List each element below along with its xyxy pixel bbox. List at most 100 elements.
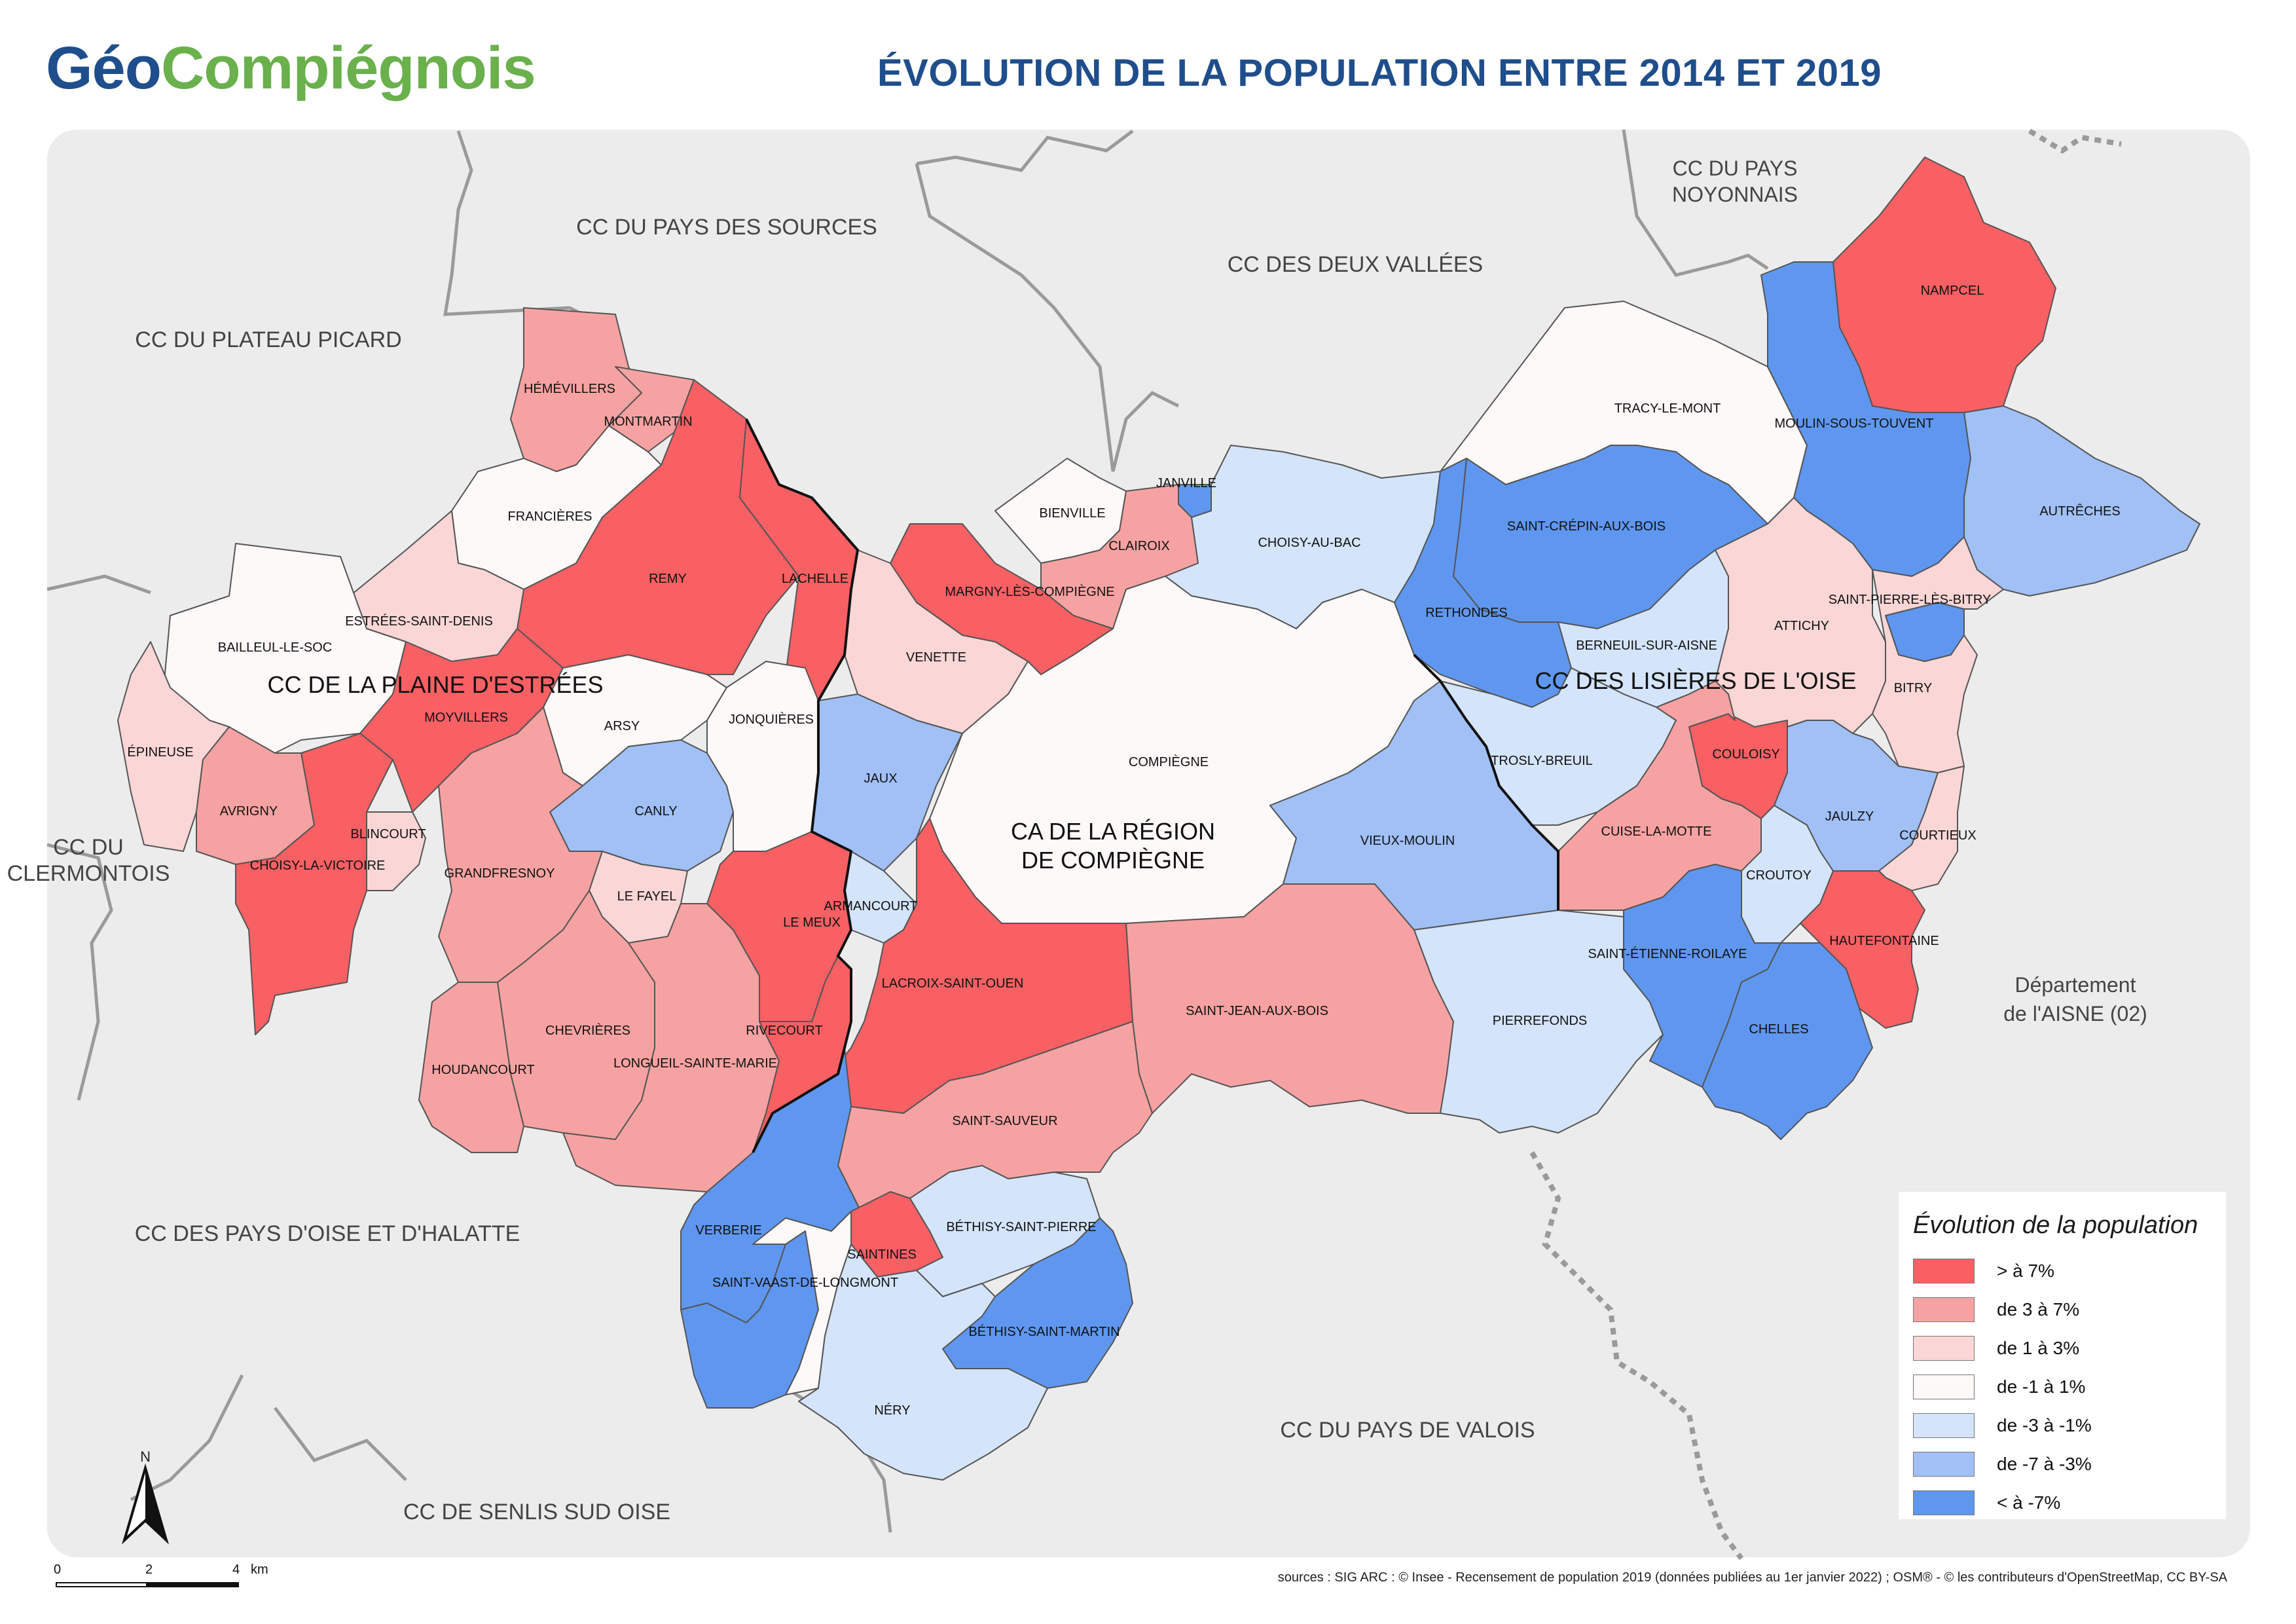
commune-label: ARMANCOURT xyxy=(824,899,918,913)
scale-label-0: 0 xyxy=(54,1562,62,1577)
commune-label: CHOISY-AU-BAC xyxy=(1258,536,1360,550)
commune-label: HÉMÉVILLERS xyxy=(524,381,615,396)
commune-label: VENETTE xyxy=(906,650,966,665)
legend-swatch xyxy=(1913,1452,1975,1477)
commune-autreches[interactable] xyxy=(1963,405,2200,597)
commune-label: JAUX xyxy=(864,771,897,786)
commune-bitry[interactable] xyxy=(1872,536,2004,773)
commune-blincourt[interactable] xyxy=(366,811,426,891)
legend-label: de 3 à 7% xyxy=(1997,1299,2080,1320)
commune-label: MOULIN-SOUS-TOUVENT xyxy=(1775,416,1934,431)
commune-label: ARSY xyxy=(604,719,640,733)
legend-title: Évolution de la population xyxy=(1913,1211,2198,1239)
commune-label: CHEVRIÈRES xyxy=(545,1023,630,1038)
legend-label: de -3 à -1% xyxy=(1997,1415,2092,1435)
map-title: ÉVOLUTION DE LA POPULATION ENTRE 2014 ET… xyxy=(877,52,1882,94)
commune-label: BÉTHISY-SAINT-MARTIN xyxy=(968,1324,1120,1339)
commune-label: BAILLEUL-LE-SOC xyxy=(218,640,333,655)
communes-layer xyxy=(117,157,2200,1481)
commune-label: CLAIROIX xyxy=(1108,539,1169,553)
commune-label: LACROIX-SAINT-OUEN xyxy=(882,976,1024,991)
legend-swatch xyxy=(1913,1297,1975,1322)
commune-label: GRANDFRESNOY xyxy=(445,866,555,881)
commune-label: COMPIÈGNE xyxy=(1129,754,1209,769)
epci-labels: CC DE LA PLAINE D'ESTRÉES CC DES LISIÈRE… xyxy=(267,667,1856,874)
scale-segment-white xyxy=(56,1582,147,1587)
commune-choisy-la-victoire[interactable] xyxy=(235,733,393,1035)
label-ca-region-compiegne: CA DE LA RÉGION DE COMPIÈGNE xyxy=(1011,818,1215,874)
commune-label: RETHONDES xyxy=(1425,606,1508,620)
commune-label: HAUTEFONTAINE xyxy=(1829,934,1939,948)
scale-unit: km xyxy=(251,1562,268,1577)
commune-label: NAMPCEL xyxy=(1921,284,1984,298)
north-arrow: N xyxy=(122,1449,169,1545)
commune-label: SAINTINES xyxy=(847,1247,917,1262)
legend-label: de -1 à 1% xyxy=(1997,1376,2086,1397)
commune-label: LACHELLE xyxy=(782,572,848,586)
label-cc-pays-oise-halatte: CC DES PAYS D'OISE ET D'HALATTE xyxy=(135,1221,520,1246)
neighbor-boundaries xyxy=(46,129,1769,1533)
legend-label: de -7 à -3% xyxy=(1997,1454,2092,1474)
label-cc-lisieres-oise: CC DES LISIÈRES DE L'OISE xyxy=(1535,667,1856,694)
commune-label: LONGUEIL-SAINTE-MARIE xyxy=(613,1056,777,1071)
commune-label: BÉTHISY-SAINT-PIERRE xyxy=(946,1219,1096,1234)
scale-segment-black xyxy=(147,1582,239,1587)
legend-swatch xyxy=(1913,1259,1975,1283)
commune-label: AVRIGNY xyxy=(220,804,278,819)
logo-part-geo: Géo xyxy=(46,35,162,101)
legend-label: > à 7% xyxy=(1997,1261,2054,1281)
label-cc-pays-de-valois: CC DU PAYS DE VALOIS xyxy=(1280,1418,1535,1443)
commune-label: CANLY xyxy=(634,804,677,819)
commune-label: SAINT-PIERRE-LÈS-BITRY xyxy=(1829,592,1992,607)
commune-houdancourt[interactable] xyxy=(418,982,524,1153)
legend-item: < à -7% xyxy=(1913,1486,2060,1519)
commune-label: SAINT-ÉTIENNE-ROILAYE xyxy=(1588,946,1747,961)
commune-nery[interactable] xyxy=(798,1244,1048,1481)
label-cc-pays-des-sources: CC DU PAYS DES SOURCES xyxy=(576,215,877,240)
geocompiegnois-logo: GéoCompiégnois xyxy=(46,34,536,103)
epci-boundaries xyxy=(745,418,1559,1153)
commune-label: CHOISY-LA-VICTOIRE xyxy=(250,858,386,873)
commune-label: COULOISY xyxy=(1712,747,1779,762)
legend-label: de 1 à 3% xyxy=(1997,1338,2080,1358)
aisne-dept-boundary xyxy=(1529,128,2122,1560)
label-cc-pays-noyonnais: CC DU PAYS NOYONNAIS xyxy=(1672,157,1798,206)
logo-part-compiegnois: Compiégnois xyxy=(160,35,536,101)
label-cc-clermontois: CC DU CLERMONTOIS xyxy=(7,835,170,886)
scale-label-4: 4 xyxy=(232,1562,240,1577)
map-legend: Évolution de la population > à 7% de 3 à… xyxy=(1899,1192,2226,1519)
neighbor-labels: CC DU PAYS DES SOURCES CC DES DEUX VALLÉ… xyxy=(7,157,2147,1524)
commune-label: CROUTOY xyxy=(1746,868,1812,883)
commune-label: SAINT-SAUVEUR xyxy=(952,1114,1057,1128)
commune-label: AUTRÊCHES xyxy=(2039,504,2120,519)
commune-label: REMY xyxy=(649,572,687,586)
label-aisne: Département de l'AISNE (02) xyxy=(2003,973,2147,1025)
legend-label: < à -7% xyxy=(1997,1492,2061,1513)
commune-label: BERNEUIL-SUR-AISNE xyxy=(1576,638,1717,653)
label-cc-plateau-picard: CC DU PLATEAU PICARD xyxy=(135,327,401,352)
commune-chelles[interactable] xyxy=(1702,942,1873,1140)
commune-label: RIVECOURT xyxy=(746,1024,822,1038)
label-cc-plaine-estrees: CC DE LA PLAINE D'ESTRÉES xyxy=(267,671,603,698)
svg-text:N: N xyxy=(140,1449,151,1465)
commune-label: VIEUX-MOULIN xyxy=(1360,834,1455,848)
commune-label: JONQUIÈRES xyxy=(729,712,814,727)
commune-label: BIENVILLE xyxy=(1039,506,1105,521)
commune-label: CUISE-LA-MOTTE xyxy=(1601,824,1712,839)
commune-hautefontaine[interactable] xyxy=(1800,870,1925,1029)
commune-label: ÉPINEUSE xyxy=(127,745,193,760)
commune-label: LE MEUX xyxy=(783,915,841,930)
commune-label: LE FAYEL xyxy=(617,889,677,904)
commune-label: JANVILLE xyxy=(1156,476,1216,490)
label-cc-senlis-sud-oise: CC DE SENLIS SUD OISE xyxy=(403,1500,670,1524)
legend-item: de -7 à -3% xyxy=(1913,1448,2092,1481)
legend-item: de 3 à 7% xyxy=(1913,1293,2079,1326)
commune-label: BLINCOURT xyxy=(350,827,426,841)
commune-label: MARGNY-LÈS-COMPIÈGNE xyxy=(945,584,1114,599)
legend-item: de 1 à 3% xyxy=(1913,1332,2079,1365)
commune-epineuse[interactable] xyxy=(117,641,230,852)
commune-label: SAINT-JEAN-AUX-BOIS xyxy=(1186,1004,1328,1018)
legend-swatch xyxy=(1913,1375,1975,1399)
commune-bailleul-le-soc[interactable] xyxy=(163,543,407,754)
